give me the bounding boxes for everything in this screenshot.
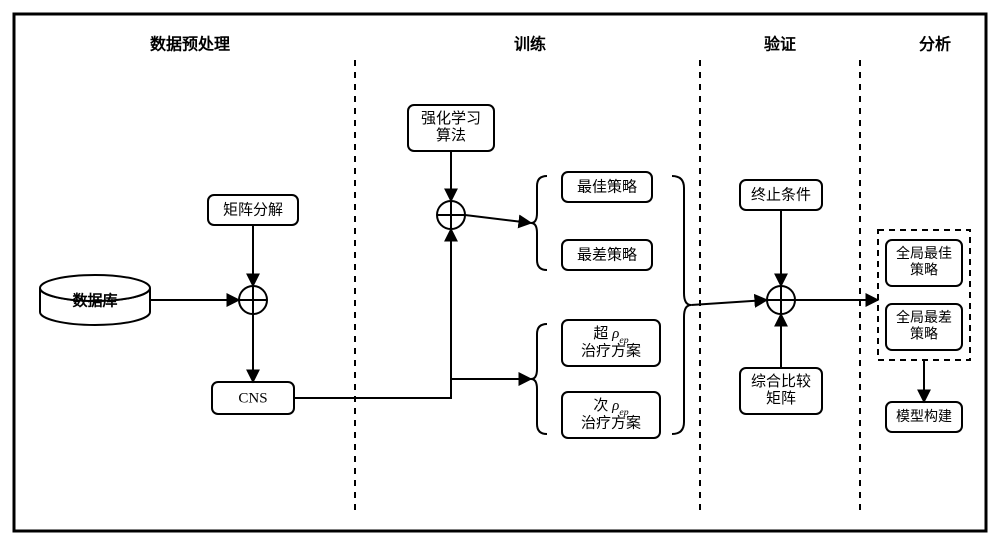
diagram-canvas: 数据预处理 训练 验证 分析 数据库矩阵分解CNS强化学习算法最佳策略最差策略超… xyxy=(0,0,1000,545)
edge-7 xyxy=(691,300,767,305)
svg-text:治疗方案: 治疗方案 xyxy=(581,413,641,431)
svg-text:数据库: 数据库 xyxy=(72,291,117,309)
outer-border xyxy=(14,14,986,531)
dynamic-layer: 数据库矩阵分解CNS强化学习算法最佳策略最差策略超 ρep治疗方案次 ρep治疗… xyxy=(40,60,970,510)
svg-text:模型构建: 模型构建 xyxy=(896,409,952,425)
svg-text:全局最差: 全局最差 xyxy=(896,309,952,326)
svg-text:矩阵: 矩阵 xyxy=(766,390,796,407)
section-analyze-label: 分析 xyxy=(919,35,951,54)
svg-text:CNS: CNS xyxy=(238,390,267,406)
svg-text:最佳策略: 最佳策略 xyxy=(577,178,637,195)
svg-text:策略: 策略 xyxy=(910,261,938,278)
section-preprocess-label: 数据预处理 xyxy=(150,35,230,54)
svg-text:强化学习: 强化学习 xyxy=(421,110,481,127)
edge-4 xyxy=(294,229,451,398)
svg-text:综合比较: 综合比较 xyxy=(751,372,811,390)
brace-train-plans xyxy=(531,324,547,434)
brace-train-policies xyxy=(531,176,547,270)
svg-text:最差策略: 最差策略 xyxy=(577,246,637,263)
svg-text:全局最佳: 全局最佳 xyxy=(896,245,952,262)
svg-text:治疗方案: 治疗方案 xyxy=(581,341,641,359)
brace-verify-input xyxy=(672,176,691,434)
svg-text:算法: 算法 xyxy=(436,126,466,144)
svg-text:终止条件: 终止条件 xyxy=(751,186,811,203)
section-train-label: 训练 xyxy=(514,35,546,54)
section-verify-label: 验证 xyxy=(764,35,796,54)
svg-text:矩阵分解: 矩阵分解 xyxy=(223,201,283,218)
svg-text:策略: 策略 xyxy=(910,325,938,342)
edge-5 xyxy=(465,215,531,223)
